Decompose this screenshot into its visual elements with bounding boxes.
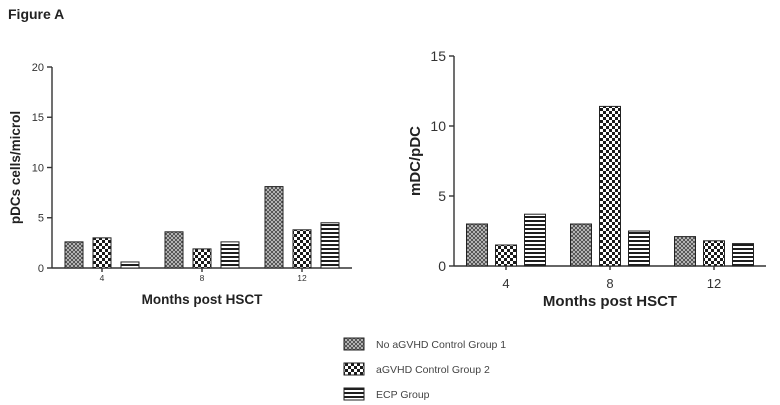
y-tick-label: 0 xyxy=(38,263,44,275)
y-tick-label: 10 xyxy=(32,162,44,174)
bar-no-agvhd-control-group-1-8 xyxy=(164,231,184,269)
legend-label-1: No aGVHD Control Group 1 xyxy=(376,339,506,351)
legend: No aGVHD Control Group 1 aGVHD Control Gr… xyxy=(343,337,506,401)
bar-agvhd-control-group-2-12 xyxy=(292,229,312,269)
x-tick-label: 4 xyxy=(100,273,105,283)
x-tick-label: 4 xyxy=(502,276,509,291)
legend-swatch-3 xyxy=(343,387,365,401)
bar-no-agvhd-control-group-1-12 xyxy=(674,236,696,267)
bar-no-agvhd-control-group-1-8 xyxy=(570,223,592,267)
x-tick-label: 8 xyxy=(200,273,205,283)
x-axis-title: Months post HSCT xyxy=(543,293,677,310)
x-tick-label: 12 xyxy=(707,276,721,291)
y-axis-title: pDCs cells/microl xyxy=(8,111,23,224)
x-axis-title: Months post HSCT xyxy=(142,292,263,307)
y-tick-label: 10 xyxy=(430,118,446,134)
x-tick-label: 12 xyxy=(297,273,307,283)
bar-ecp-group-12 xyxy=(320,222,340,269)
legend-swatch-2 xyxy=(343,362,365,376)
bar-agvhd-control-group-2-8 xyxy=(192,248,212,269)
y-tick-label: 15 xyxy=(32,112,44,124)
bar-ecp-group-4 xyxy=(524,213,546,267)
bar-agvhd-control-group-2-4 xyxy=(92,237,112,269)
figure-label: Figure A xyxy=(8,6,65,22)
chart-2: 0 5 10 15 4 8 12 Months post HSCT mDC/pDC xyxy=(407,48,766,310)
bar-ecp-group-8 xyxy=(220,241,240,269)
legend-swatch-1 xyxy=(343,337,365,351)
bar-ecp-group-4 xyxy=(120,261,140,269)
y-tick-label: 20 xyxy=(32,62,44,74)
chart-1: 0 5 10 15 20 4 8 12 Months post HSCT pDCs cells/m… xyxy=(8,62,352,307)
bar-no-agvhd-control-group-1-12 xyxy=(264,186,284,269)
y-axis-title: mDC/pDC xyxy=(407,126,424,196)
bar-ecp-group-12 xyxy=(732,243,754,267)
y-tick-label: 15 xyxy=(430,48,446,64)
bar-no-agvhd-control-group-1-4 xyxy=(466,223,488,267)
bar-ecp-group-8 xyxy=(628,230,650,267)
y-tick-label: 5 xyxy=(38,213,44,225)
bar-agvhd-control-group-2-4 xyxy=(495,244,517,267)
legend-label-3: ECP Group xyxy=(376,389,430,401)
y-tick-label: 0 xyxy=(438,258,446,274)
bar-agvhd-control-group-2-8 xyxy=(599,105,621,267)
bar-agvhd-control-group-2-12 xyxy=(703,240,725,267)
x-tick-label: 8 xyxy=(606,276,613,291)
y-tick-label: 5 xyxy=(438,188,446,204)
bar-no-agvhd-control-group-1-4 xyxy=(64,241,84,269)
legend-label-2: aGVHD Control Group 2 xyxy=(376,364,490,376)
